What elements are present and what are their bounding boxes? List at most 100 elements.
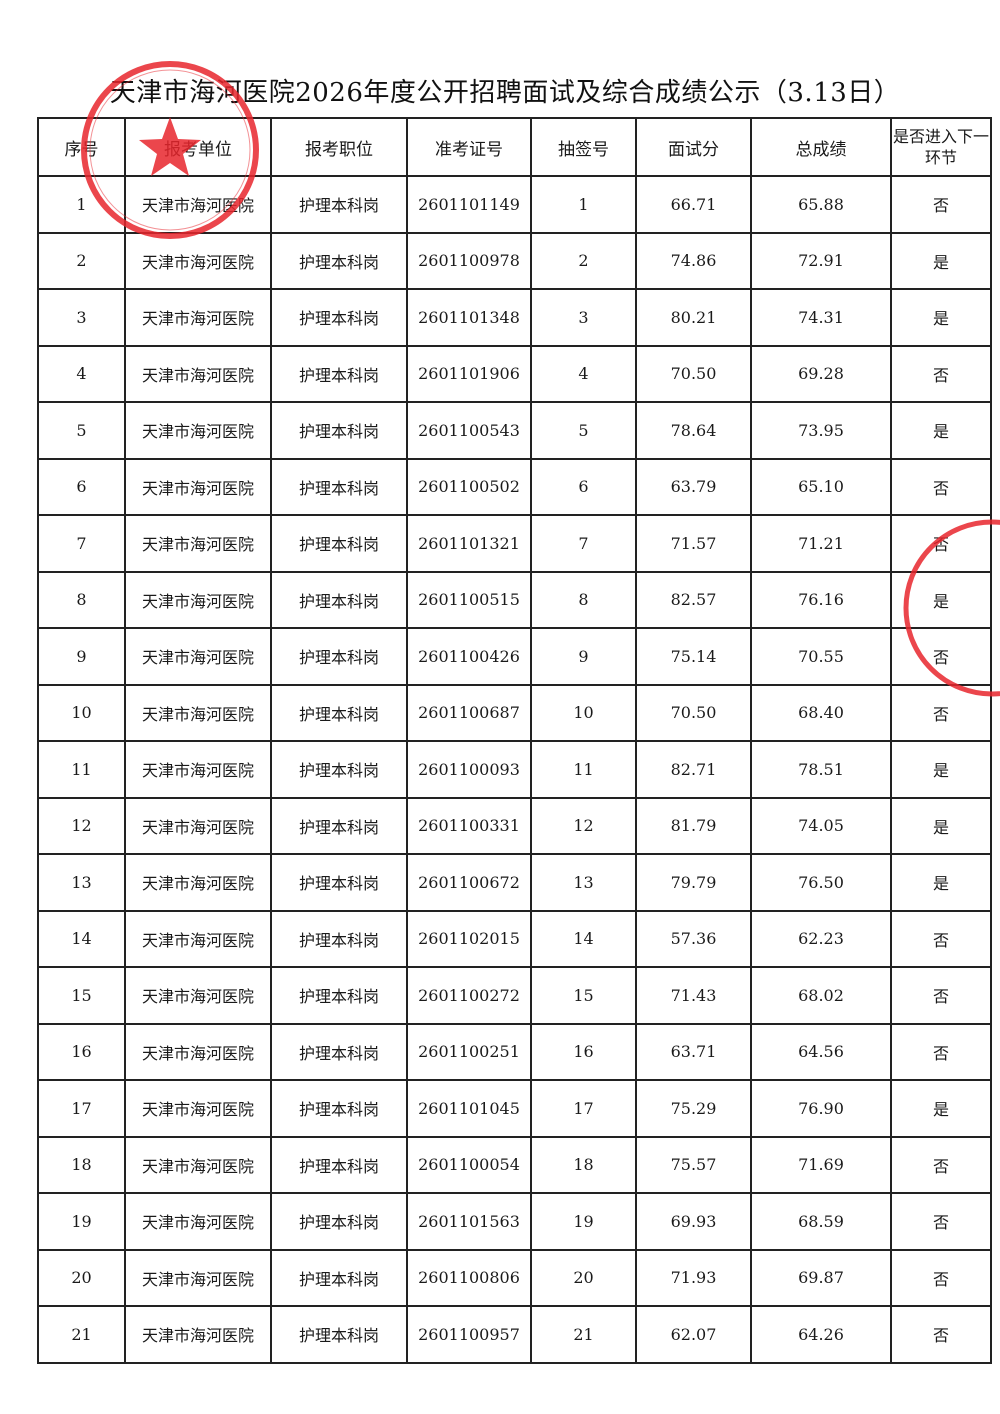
row-position: 护理本科岗 xyxy=(270,288,408,347)
row-position: 护理本科岗 xyxy=(270,740,408,799)
row-interview-score: 78.64 xyxy=(635,401,752,460)
row-draw-number: 21 xyxy=(530,1305,637,1364)
header-index: 序号 xyxy=(37,117,126,177)
page-title: 天津市海河医院2026年度公开招聘面试及综合成绩公示（3.13日） xyxy=(109,78,901,108)
table-row: 2 天津市海河医院 护理本科岗 2601100978 2 74.86 72.91 是 xyxy=(37,231,992,290)
row-unit: 天津市海河医院 xyxy=(124,909,272,968)
row-index: 19 xyxy=(37,1192,126,1251)
row-advance: 否 xyxy=(890,683,992,742)
row-advance: 否 xyxy=(890,1192,992,1251)
row-index: 15 xyxy=(37,966,126,1025)
row-index: 11 xyxy=(37,740,126,799)
row-interview-score: 82.57 xyxy=(635,570,752,629)
table-row: 19 天津市海河医院 护理本科岗 2601101563 19 69.93 68.59 否 xyxy=(37,1192,992,1251)
row-interview-score: 80.21 xyxy=(635,288,752,347)
row-unit: 天津市海河医院 xyxy=(124,457,272,516)
row-advance: 是 xyxy=(890,1079,992,1138)
row-index: 6 xyxy=(37,457,126,516)
row-position: 护理本科岗 xyxy=(270,570,408,629)
row-unit: 天津市海河医院 xyxy=(124,1135,272,1194)
row-draw-number: 15 xyxy=(530,966,637,1025)
table-row: 17 天津市海河医院 护理本科岗 2601101045 17 75.29 76.90 是 xyxy=(37,1079,992,1138)
row-position: 护理本科岗 xyxy=(270,1305,408,1364)
row-total-score: 69.87 xyxy=(750,1248,892,1307)
table-row: 20 天津市海河医院 护理本科岗 2601100806 20 71.93 69.87 否 xyxy=(37,1248,992,1307)
row-advance: 是 xyxy=(890,853,992,912)
table-row: 14 天津市海河医院 护理本科岗 2601102015 14 57.36 62.23 否 xyxy=(37,909,992,968)
row-interview-score: 69.93 xyxy=(635,1192,752,1251)
row-draw-number: 17 xyxy=(530,1079,637,1138)
table-row: 3 天津市海河医院 护理本科岗 2601101348 3 80.21 74.31 是 xyxy=(37,288,992,347)
row-total-score: 74.05 xyxy=(750,796,892,855)
row-advance: 否 xyxy=(890,344,992,403)
row-exam-id: 2601100251 xyxy=(406,1022,532,1081)
row-index: 16 xyxy=(37,1022,126,1081)
row-draw-number: 16 xyxy=(530,1022,637,1081)
row-position: 护理本科岗 xyxy=(270,401,408,460)
row-unit: 天津市海河医院 xyxy=(124,514,272,573)
row-exam-id: 2601100054 xyxy=(406,1135,532,1194)
row-draw-number: 8 xyxy=(530,570,637,629)
table-row: 21 天津市海河医院 护理本科岗 2601100957 21 62.07 64.26 否 xyxy=(37,1305,992,1364)
row-exam-id: 2601100672 xyxy=(406,853,532,912)
table-row: 15 天津市海河医院 护理本科岗 2601100272 15 71.43 68.02 否 xyxy=(37,966,992,1025)
row-index: 17 xyxy=(37,1079,126,1138)
row-exam-id: 2601101348 xyxy=(406,288,532,347)
row-total-score: 69.28 xyxy=(750,344,892,403)
row-advance: 是 xyxy=(890,570,992,629)
row-unit: 天津市海河医院 xyxy=(124,1192,272,1251)
row-draw-number: 9 xyxy=(530,627,637,686)
row-index: 14 xyxy=(37,909,126,968)
row-index: 13 xyxy=(37,853,126,912)
row-total-score: 68.59 xyxy=(750,1192,892,1251)
header-row: 序号 报考单位 报考职位 准考证号 抽签号 面试分 总成绩 是否进入下一环节 xyxy=(37,117,992,177)
row-advance: 否 xyxy=(890,1135,992,1194)
table-row: 18 天津市海河医院 护理本科岗 2601100054 18 75.57 71.69 否 xyxy=(37,1135,992,1194)
row-position: 护理本科岗 xyxy=(270,175,408,234)
row-position: 护理本科岗 xyxy=(270,853,408,912)
row-position: 护理本科岗 xyxy=(270,231,408,290)
row-draw-number: 7 xyxy=(530,514,637,573)
table-row: 12 天津市海河医院 护理本科岗 2601100331 12 81.79 74.05 是 xyxy=(37,796,992,855)
row-advance: 否 xyxy=(890,1248,992,1307)
row-index: 5 xyxy=(37,401,126,460)
table-row: 11 天津市海河医院 护理本科岗 2601100093 11 82.71 78.51 是 xyxy=(37,740,992,799)
row-advance: 是 xyxy=(890,796,992,855)
row-unit: 天津市海河医院 xyxy=(124,1022,272,1081)
row-total-score: 76.50 xyxy=(750,853,892,912)
row-index: 9 xyxy=(37,627,126,686)
row-exam-id: 2601100515 xyxy=(406,570,532,629)
row-interview-score: 63.79 xyxy=(635,457,752,516)
row-exam-id: 2601101321 xyxy=(406,514,532,573)
row-index: 20 xyxy=(37,1248,126,1307)
row-index: 12 xyxy=(37,796,126,855)
row-interview-score: 71.93 xyxy=(635,1248,752,1307)
header-interview-score: 面试分 xyxy=(635,117,752,177)
row-interview-score: 66.71 xyxy=(635,175,752,234)
row-draw-number: 1 xyxy=(530,175,637,234)
row-total-score: 72.91 xyxy=(750,231,892,290)
row-draw-number: 5 xyxy=(530,401,637,460)
header-advance: 是否进入下一环节 xyxy=(890,117,992,177)
table-row: 6 天津市海河医院 护理本科岗 2601100502 6 63.79 65.10 否 xyxy=(37,457,992,516)
row-unit: 天津市海河医院 xyxy=(124,175,272,234)
row-position: 护理本科岗 xyxy=(270,457,408,516)
row-position: 护理本科岗 xyxy=(270,1135,408,1194)
row-total-score: 76.16 xyxy=(750,570,892,629)
row-exam-id: 2601102015 xyxy=(406,909,532,968)
row-interview-score: 75.29 xyxy=(635,1079,752,1138)
row-index: 1 xyxy=(37,175,126,234)
row-advance: 是 xyxy=(890,740,992,799)
row-position: 护理本科岗 xyxy=(270,344,408,403)
row-exam-id: 2601100957 xyxy=(406,1305,532,1364)
row-position: 护理本科岗 xyxy=(270,966,408,1025)
row-interview-score: 71.57 xyxy=(635,514,752,573)
row-interview-score: 63.71 xyxy=(635,1022,752,1081)
row-draw-number: 12 xyxy=(530,796,637,855)
row-interview-score: 81.79 xyxy=(635,796,752,855)
table-row: 8 天津市海河医院 护理本科岗 2601100515 8 82.57 76.16 是 xyxy=(37,570,992,629)
row-unit: 天津市海河医院 xyxy=(124,344,272,403)
row-interview-score: 75.57 xyxy=(635,1135,752,1194)
row-index: 3 xyxy=(37,288,126,347)
row-position: 护理本科岗 xyxy=(270,796,408,855)
